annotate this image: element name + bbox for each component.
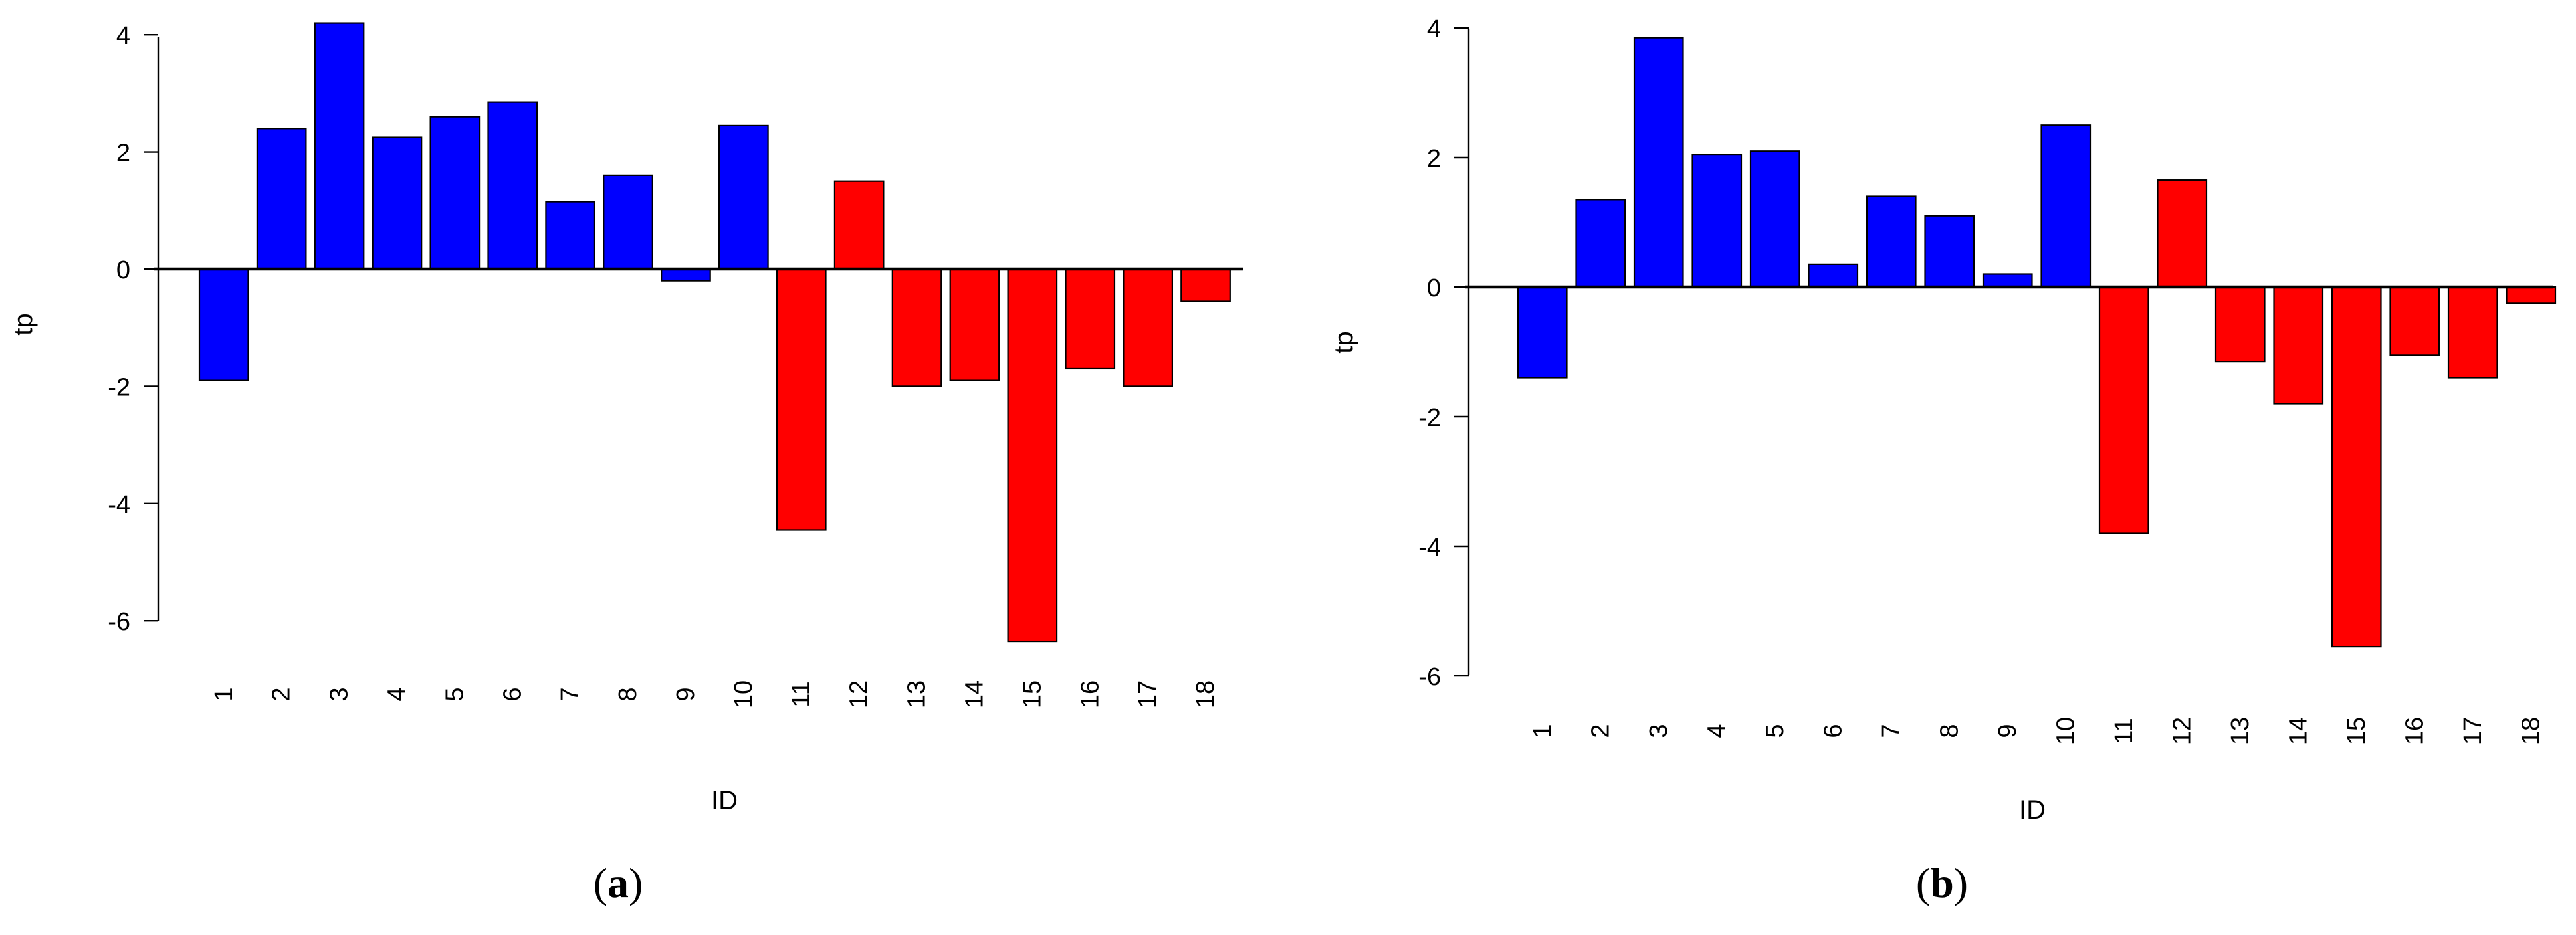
chart-panel-b: 420-2-4-61 2 3 4 5 6 7 8 9 10 11 12 13 14 15 16 17 18IDtp… (1329, 15, 2557, 906)
caption-open-paren: ( (1916, 859, 1930, 906)
x-tick-label: 10 (730, 680, 758, 708)
y-tick-label: -2 (108, 373, 130, 401)
bar-12 (833, 180, 885, 270)
x-tick-label: 9 (1994, 724, 2022, 738)
bar-5 (429, 116, 481, 270)
bar-18 (1180, 268, 1231, 302)
x-tick-label: 16 (2401, 717, 2428, 745)
panel-caption: (a) (593, 859, 643, 906)
x-tick-label: 17 (1134, 680, 1162, 708)
x-tick-label: 8 (614, 687, 642, 701)
bar-5 (1749, 150, 1800, 288)
bar-10 (2040, 124, 2092, 288)
x-tick-label: 11 (2110, 718, 2138, 744)
x-tick-label: 5 (441, 687, 469, 701)
bar-14 (949, 268, 1000, 381)
y-tick-label: 2 (1427, 145, 1441, 173)
x-tick-label: 13 (2226, 717, 2254, 745)
bar-16 (2389, 286, 2440, 356)
bar-15 (2331, 286, 2382, 648)
y-tick-label: 2 (116, 140, 130, 167)
y-axis-label: tp (9, 313, 38, 335)
x-tick-label: 17 (2459, 717, 2487, 745)
x-tick-label: 4 (383, 687, 411, 701)
x-tick-label: 12 (2168, 717, 2196, 745)
bar-12 (2157, 179, 2208, 288)
x-tick-label: 12 (845, 680, 873, 708)
bar-16 (1065, 268, 1116, 370)
bar-2 (256, 128, 307, 270)
x-axis-label: ID (2019, 795, 2046, 825)
caption-letter: a (607, 859, 629, 906)
x-tick-label: 6 (1819, 724, 1847, 738)
x-tick-label: 18 (2517, 717, 2545, 745)
bar-6 (1808, 263, 1859, 288)
y-tick-label: -4 (108, 491, 130, 519)
y-axis-label: tp (1329, 331, 1358, 353)
bar-7 (545, 201, 596, 270)
x-tick-label: 10 (2052, 717, 2080, 745)
bar-17 (2447, 286, 2498, 379)
bar-9 (1982, 273, 2033, 288)
bar-3 (1633, 37, 1684, 288)
x-tick-label: 5 (1761, 724, 1789, 738)
x-tick-label: 1 (210, 687, 238, 701)
x-tick-label: 9 (672, 687, 700, 701)
x-tick-label: 4 (1703, 724, 1731, 738)
x-tick-label: 15 (1018, 680, 1046, 708)
bar-2 (1575, 199, 1626, 288)
caption-open-paren: ( (593, 859, 607, 906)
bar-11 (776, 268, 827, 531)
bar-7 (1866, 195, 1917, 288)
x-tick-label: 1 (1529, 724, 1556, 738)
y-tick-label: -6 (108, 608, 130, 636)
x-tick-label: 2 (268, 687, 296, 701)
x-tick-label: 13 (903, 680, 931, 708)
bar-11 (2098, 286, 2149, 534)
bar-9 (661, 268, 711, 282)
bar-15 (1007, 268, 1058, 643)
y-tick-label: 0 (116, 257, 130, 284)
x-tick-label: 8 (1935, 724, 1963, 738)
caption-close-paren: ) (629, 859, 643, 906)
caption-close-paren: ) (1954, 859, 1968, 906)
bar-3 (314, 22, 365, 270)
bar-10 (718, 124, 769, 270)
x-tick-label: 11 (788, 681, 815, 707)
y-tick-label: 4 (116, 22, 130, 50)
y-tick-label: 0 (1427, 274, 1441, 302)
x-tick-label: 16 (1076, 680, 1104, 708)
x-tick-label: 3 (1645, 724, 1673, 738)
bar-8 (603, 174, 653, 270)
y-tick-label: -6 (1418, 663, 1441, 691)
panel-caption: (b) (1916, 859, 1968, 906)
chart-panel-a: 420-2-4-61 2 3 4 5 6 7 8 9 10 11 12 13 14 15 16 17 18IDtp… (9, 22, 1243, 906)
bar-17 (1123, 268, 1174, 387)
bar-4 (1691, 154, 1743, 288)
x-tick-label: 14 (2284, 717, 2312, 745)
x-tick-label: 7 (1878, 724, 1905, 738)
y-tick-label: 4 (1427, 15, 1441, 43)
y-tick-label: -4 (1418, 534, 1441, 562)
x-tick-label: 6 (498, 687, 526, 701)
bar-14 (2273, 286, 2324, 405)
bar-4 (372, 136, 423, 270)
bar-13 (2214, 286, 2266, 363)
x-tick-label: 14 (960, 680, 988, 708)
x-tick-label: 7 (556, 687, 584, 701)
x-tick-label: 2 (1586, 724, 1614, 738)
x-tick-label: 3 (326, 687, 354, 701)
x-axis-label: ID (711, 786, 738, 815)
x-tick-label: 18 (1192, 680, 1220, 708)
bar-6 (487, 101, 538, 270)
y-tick-label: -2 (1418, 404, 1441, 432)
caption-letter: b (1930, 859, 1954, 906)
bar-18 (2506, 286, 2557, 304)
bar-1 (198, 268, 249, 381)
bar-8 (1924, 215, 1975, 288)
x-tick-label: 15 (2343, 717, 2371, 745)
bar-1 (1517, 286, 1568, 379)
bar-13 (891, 268, 942, 387)
